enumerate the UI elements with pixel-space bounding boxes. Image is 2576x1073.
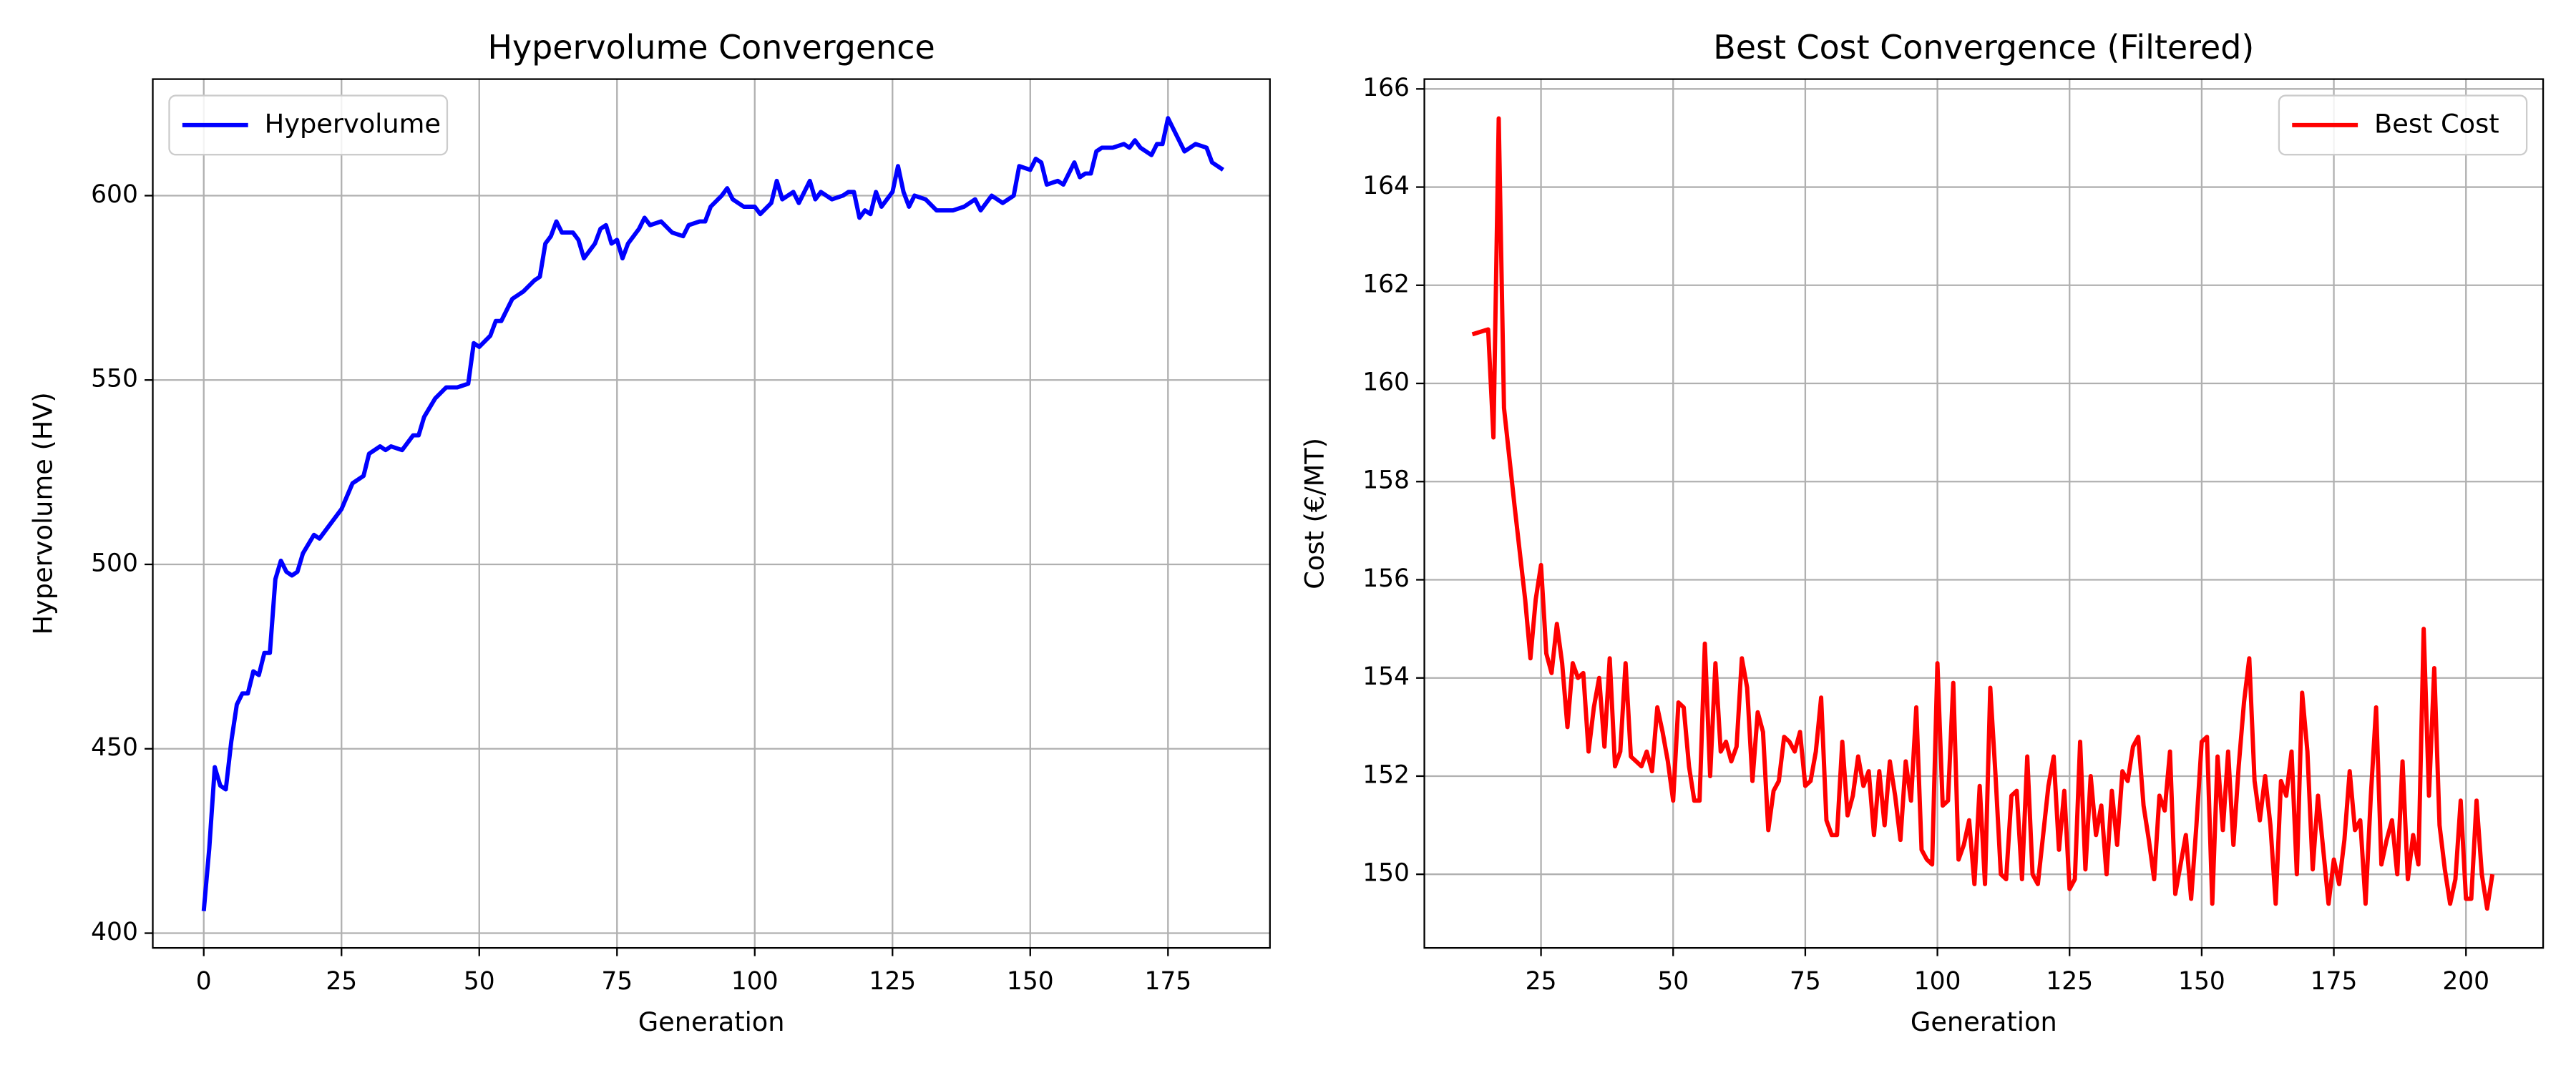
x-tick-label: 175 — [1144, 967, 1191, 996]
y-tick-label: 166 — [1362, 74, 1410, 102]
y-tick-label: 162 — [1362, 270, 1410, 298]
legend-label: Best Cost — [2374, 108, 2499, 139]
y-axis-label: Cost (€/MT) — [1299, 438, 1330, 589]
x-tick-label: 50 — [464, 967, 495, 996]
chart-panel: Hypervolume Convergence Generation Hypervo… — [27, 28, 1271, 1037]
data-line — [1471, 116, 2495, 911]
x-tick-label: 125 — [869, 967, 916, 996]
x-tick-label: 50 — [1657, 967, 1689, 996]
y-tick-label: 154 — [1362, 662, 1410, 691]
x-tick-label: 75 — [601, 967, 633, 996]
x-axis-label: Generation — [1911, 1006, 2057, 1037]
x-tick-label: 100 — [1914, 967, 1961, 996]
y-tick-label: 400 — [91, 918, 138, 946]
legend-box — [2278, 94, 2528, 156]
axes-frame — [152, 78, 1271, 949]
chart-title: Hypervolume Convergence — [487, 28, 935, 67]
chart-title: Best Cost Convergence (Filtered) — [1713, 28, 2254, 67]
x-tick-label: 100 — [731, 967, 779, 996]
x-tick-label: 25 — [1526, 967, 1557, 996]
y-tick-label: 158 — [1362, 466, 1410, 495]
y-axis-label: Hypervolume (HV) — [27, 392, 58, 635]
y-tick-label: 156 — [1362, 564, 1410, 593]
x-tick-label: 125 — [2046, 967, 2093, 996]
x-tick-label: 200 — [2442, 967, 2489, 996]
x-tick-label: 150 — [2178, 967, 2225, 996]
x-tick-label: 25 — [326, 967, 357, 996]
y-tick-label: 500 — [91, 549, 138, 577]
data-line — [201, 116, 1224, 911]
legend-label: Hypervolume — [265, 108, 441, 139]
chart-panel: Best Cost Convergence (Filtered) Generati… — [1299, 28, 2545, 1037]
x-axis-label: Generation — [638, 1006, 785, 1037]
legend-box — [168, 94, 449, 156]
y-tick-label: 550 — [91, 365, 138, 393]
x-tick-label: 0 — [196, 967, 212, 996]
x-tick-label: 150 — [1007, 967, 1054, 996]
y-tick-label: 600 — [91, 180, 138, 209]
y-tick-label: 150 — [1362, 859, 1410, 888]
y-tick-label: 164 — [1362, 172, 1410, 200]
x-tick-label: 75 — [1790, 967, 1821, 996]
y-tick-label: 450 — [91, 733, 138, 762]
x-tick-label: 175 — [2311, 967, 2358, 996]
y-tick-label: 152 — [1362, 760, 1410, 789]
axes-frame — [1423, 78, 2545, 949]
y-tick-label: 160 — [1362, 368, 1410, 397]
